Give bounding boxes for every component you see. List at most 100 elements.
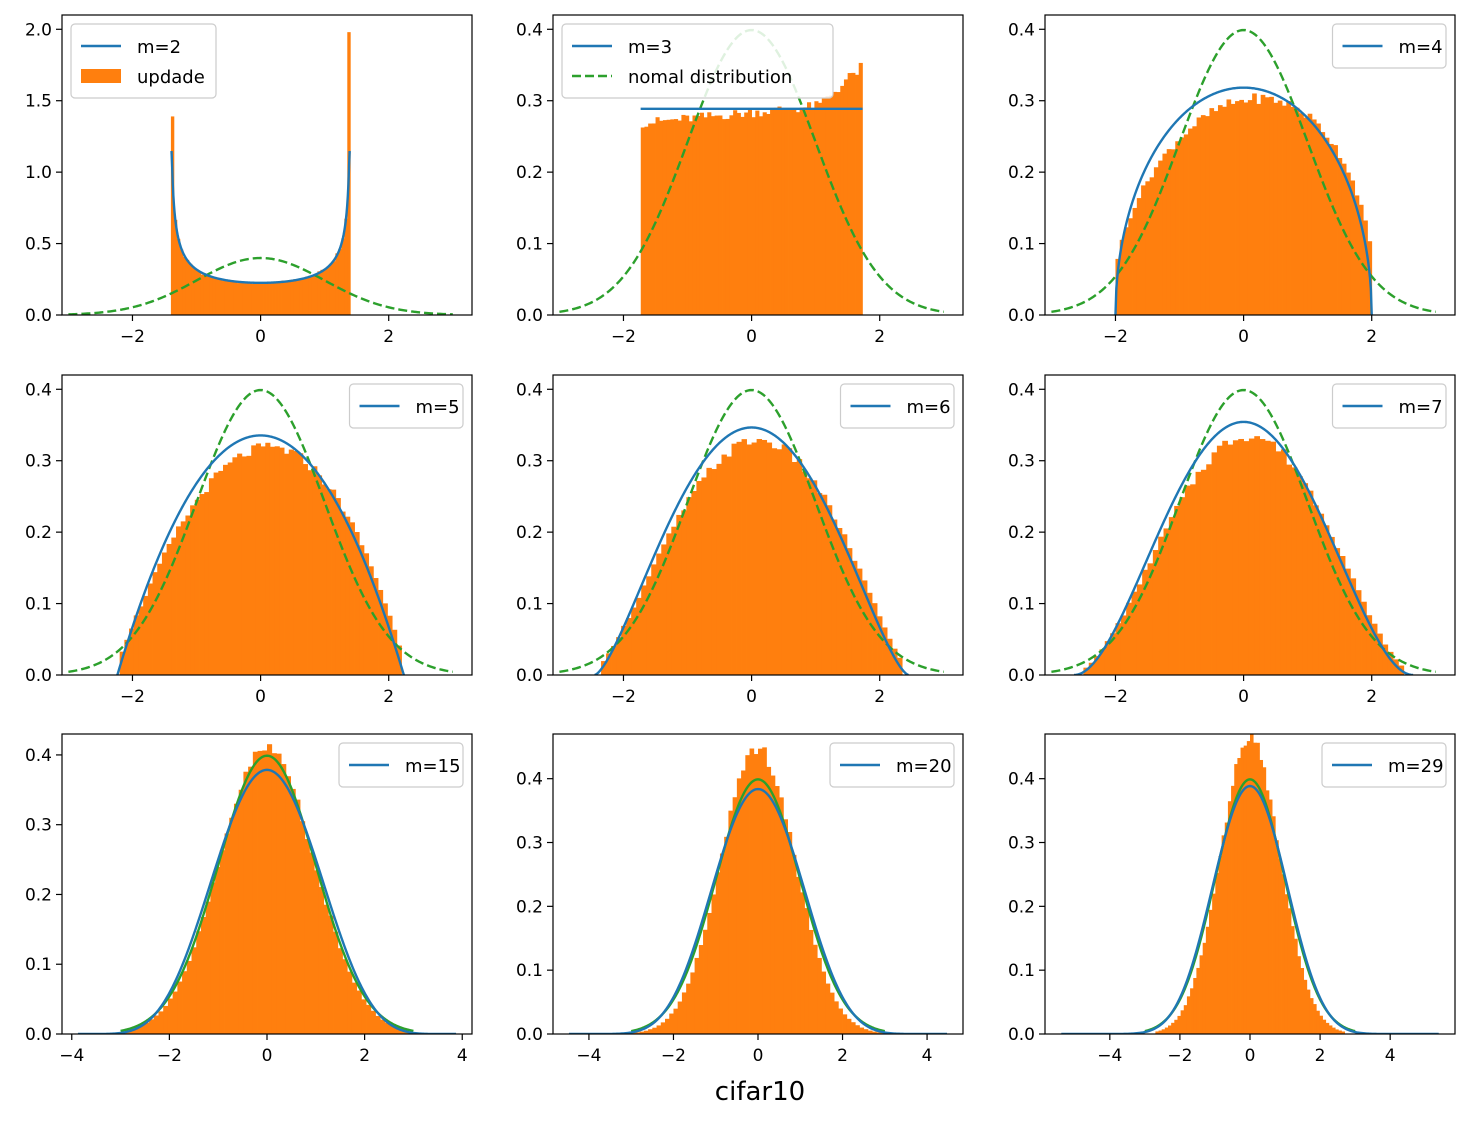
histogram-bar — [354, 532, 360, 675]
histogram-bar — [838, 1008, 843, 1034]
histogram-bar — [1264, 440, 1271, 675]
subplot-m4: −2 0 2 0.0 0.1 0.2 0.3 0.4 m=4 — [1008, 14, 1456, 347]
fit-curve-m5 — [116, 434, 405, 675]
legend: m=20 — [829, 742, 955, 788]
histogram-bar — [699, 112, 704, 315]
legend: m=2 updade — [70, 23, 217, 99]
histogram-bar — [361, 999, 367, 1034]
x-tick-label: 2 — [1366, 327, 1377, 347]
histogram-bar — [387, 615, 393, 675]
histogram-bar — [215, 866, 221, 1034]
histogram-bar — [338, 248, 342, 315]
legend-box — [561, 23, 834, 99]
histogram-bar — [1345, 568, 1351, 675]
normal-distribution-line — [1051, 28, 1436, 314]
y-tick-label: 0.1 — [1008, 235, 1035, 255]
histogram-bar — [257, 750, 263, 1034]
histogram-bar — [787, 832, 793, 1034]
histogram-bar — [260, 282, 264, 315]
histogram-bar — [332, 261, 336, 315]
histogram-bar — [1328, 1025, 1333, 1034]
histogram-bar — [232, 457, 238, 675]
histogram-bar — [1355, 590, 1362, 675]
histogram-bar — [691, 491, 697, 675]
histogram-bar — [662, 120, 668, 315]
legend-label: m=5 — [416, 397, 460, 418]
histogram-bar — [774, 786, 780, 1034]
histogram-bar — [1115, 623, 1122, 675]
histogram-bar — [829, 992, 835, 1034]
histogram-bar — [1170, 149, 1176, 315]
histogram-bar — [1120, 615, 1127, 675]
histogram-bar — [1224, 822, 1229, 1034]
y-tick-label: 0.3 — [516, 452, 543, 472]
histogram-bar — [1235, 101, 1240, 315]
histogram-bar — [1215, 873, 1219, 1034]
histogram-bar — [731, 443, 737, 675]
histogram-bar — [724, 836, 729, 1034]
histogram-bar — [1303, 117, 1309, 315]
histogram-series — [125, 744, 409, 1034]
histogram-bar — [185, 259, 190, 315]
x-tick-label: −2 — [157, 1046, 182, 1066]
histogram-bar — [766, 113, 771, 315]
histogram-bar — [1168, 517, 1175, 675]
legend-box — [839, 383, 955, 429]
histogram-bar — [1265, 790, 1270, 1034]
histogram-bar — [1300, 968, 1305, 1034]
histogram-bar — [1303, 979, 1308, 1034]
histogram-bar — [200, 916, 207, 1034]
histogram-bar — [1145, 181, 1151, 315]
histogram-bar — [807, 102, 812, 315]
histogram-bar — [818, 102, 823, 315]
y-tick-label: 0.3 — [1008, 92, 1035, 112]
histogram-bar — [1099, 649, 1106, 675]
histogram-bar — [1280, 449, 1287, 675]
histogram-bar — [621, 625, 627, 675]
histogram-bar — [337, 948, 343, 1034]
histogram-bar — [246, 455, 252, 675]
histogram-bar — [1294, 107, 1300, 315]
histogram-bar — [707, 912, 712, 1034]
legend-box — [1331, 23, 1447, 69]
histogram-bar — [677, 120, 682, 315]
histogram-bar — [1262, 767, 1267, 1034]
histogram-bar — [863, 1029, 869, 1034]
histogram-bar — [1341, 1031, 1346, 1034]
histogram-bar — [173, 219, 178, 315]
histogram-bar — [816, 493, 823, 675]
histogram-bar — [711, 894, 717, 1034]
histogram-bar — [1217, 105, 1223, 315]
histogram-bar — [784, 109, 789, 315]
histogram-bar — [841, 534, 848, 675]
histogram-bar — [643, 1030, 649, 1034]
figure-xlabel: cifar10 — [715, 1077, 805, 1107]
histogram-bar — [1309, 998, 1314, 1034]
histogram-bar — [227, 462, 233, 675]
histogram-bar — [1264, 97, 1270, 315]
histogram-bar — [314, 274, 318, 315]
histogram-bar — [1216, 445, 1223, 675]
histogram-bar — [1284, 894, 1289, 1034]
histogram-bar — [817, 957, 822, 1034]
histogram-bar — [239, 282, 244, 315]
x-tick-label: 4 — [457, 1046, 468, 1066]
y-tick-label: 0.1 — [516, 961, 543, 981]
x-tick-label: 0 — [255, 687, 266, 707]
histogram-bar — [651, 123, 656, 315]
subplot-m3: −2 0 2 0.0 0.1 0.2 0.3 0.4 m=3 nomal distribution — [516, 14, 964, 347]
histogram-bar — [1147, 563, 1154, 675]
histogram-bar — [171, 537, 177, 675]
histogram-bar — [696, 481, 702, 675]
histogram-bar — [1302, 483, 1309, 675]
histogram-bar — [1131, 591, 1138, 675]
histogram-bar — [1259, 759, 1264, 1034]
histogram-bar — [648, 1029, 653, 1034]
histogram-bar — [832, 91, 837, 315]
histogram-bar — [133, 615, 139, 675]
histogram-bar — [751, 117, 756, 315]
y-tick-label: 0.4 — [516, 20, 543, 40]
histogram-bar — [317, 271, 321, 315]
histogram-bar — [172, 991, 178, 1034]
